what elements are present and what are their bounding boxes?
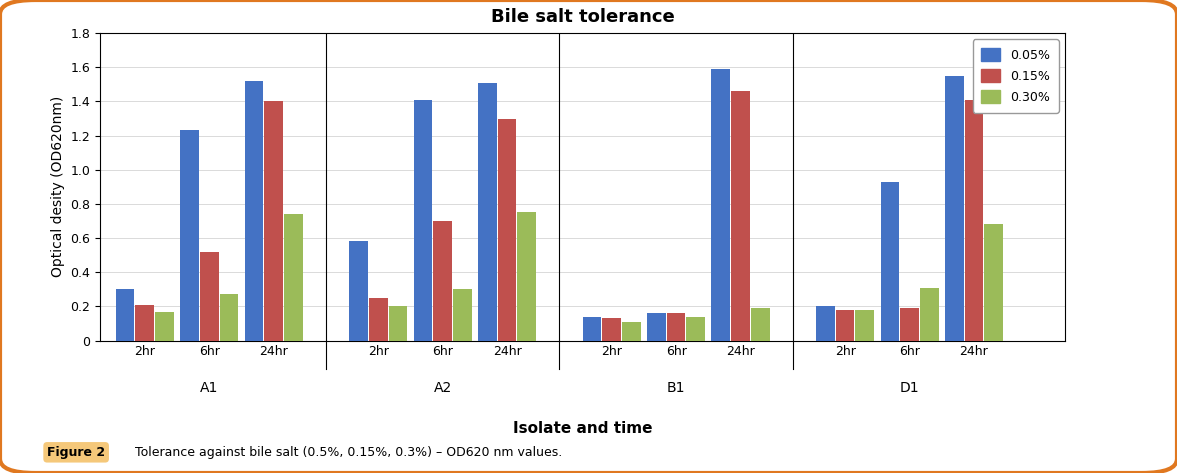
Bar — [413, 100, 432, 341]
Bar — [621, 322, 640, 341]
Bar — [583, 316, 601, 341]
Bar — [686, 316, 705, 341]
Bar — [453, 289, 472, 341]
Bar — [900, 308, 919, 341]
Bar — [264, 101, 282, 341]
Bar — [603, 318, 621, 341]
Bar — [856, 310, 875, 341]
Text: Isolate and time: Isolate and time — [513, 420, 652, 436]
Bar — [368, 298, 387, 341]
Bar — [245, 81, 264, 341]
Bar — [498, 119, 517, 341]
Bar — [180, 131, 199, 341]
Bar — [880, 182, 899, 341]
Bar — [388, 307, 407, 341]
Title: Bile salt tolerance: Bile salt tolerance — [491, 8, 674, 26]
Bar — [751, 308, 770, 341]
Bar — [984, 224, 1003, 341]
Bar — [284, 214, 302, 341]
Bar — [920, 288, 938, 341]
Bar — [731, 91, 750, 341]
Text: B1: B1 — [667, 381, 685, 395]
Bar — [155, 312, 174, 341]
Bar — [433, 221, 452, 341]
Bar — [647, 313, 666, 341]
Bar — [965, 100, 983, 341]
Bar — [711, 69, 730, 341]
Bar — [816, 307, 834, 341]
Bar — [200, 252, 219, 341]
Text: A1: A1 — [200, 381, 219, 395]
Bar — [836, 310, 855, 341]
Y-axis label: Optical desity (OD620nm): Optical desity (OD620nm) — [51, 96, 65, 278]
Bar — [135, 305, 154, 341]
Bar — [945, 76, 964, 341]
Bar — [219, 294, 238, 341]
Bar — [478, 83, 497, 341]
Text: Tolerance against bile salt (0.5%, 0.15%, 0.3%) – OD620 nm values.: Tolerance against bile salt (0.5%, 0.15%… — [135, 446, 563, 459]
Text: Figure 2: Figure 2 — [47, 446, 105, 459]
Legend: 0.05%, 0.15%, 0.30%: 0.05%, 0.15%, 0.30% — [972, 39, 1059, 113]
Bar — [115, 289, 134, 341]
Text: D1: D1 — [899, 381, 919, 395]
Bar — [666, 313, 685, 341]
Bar — [350, 242, 368, 341]
Text: A2: A2 — [433, 381, 452, 395]
Bar — [518, 212, 536, 341]
